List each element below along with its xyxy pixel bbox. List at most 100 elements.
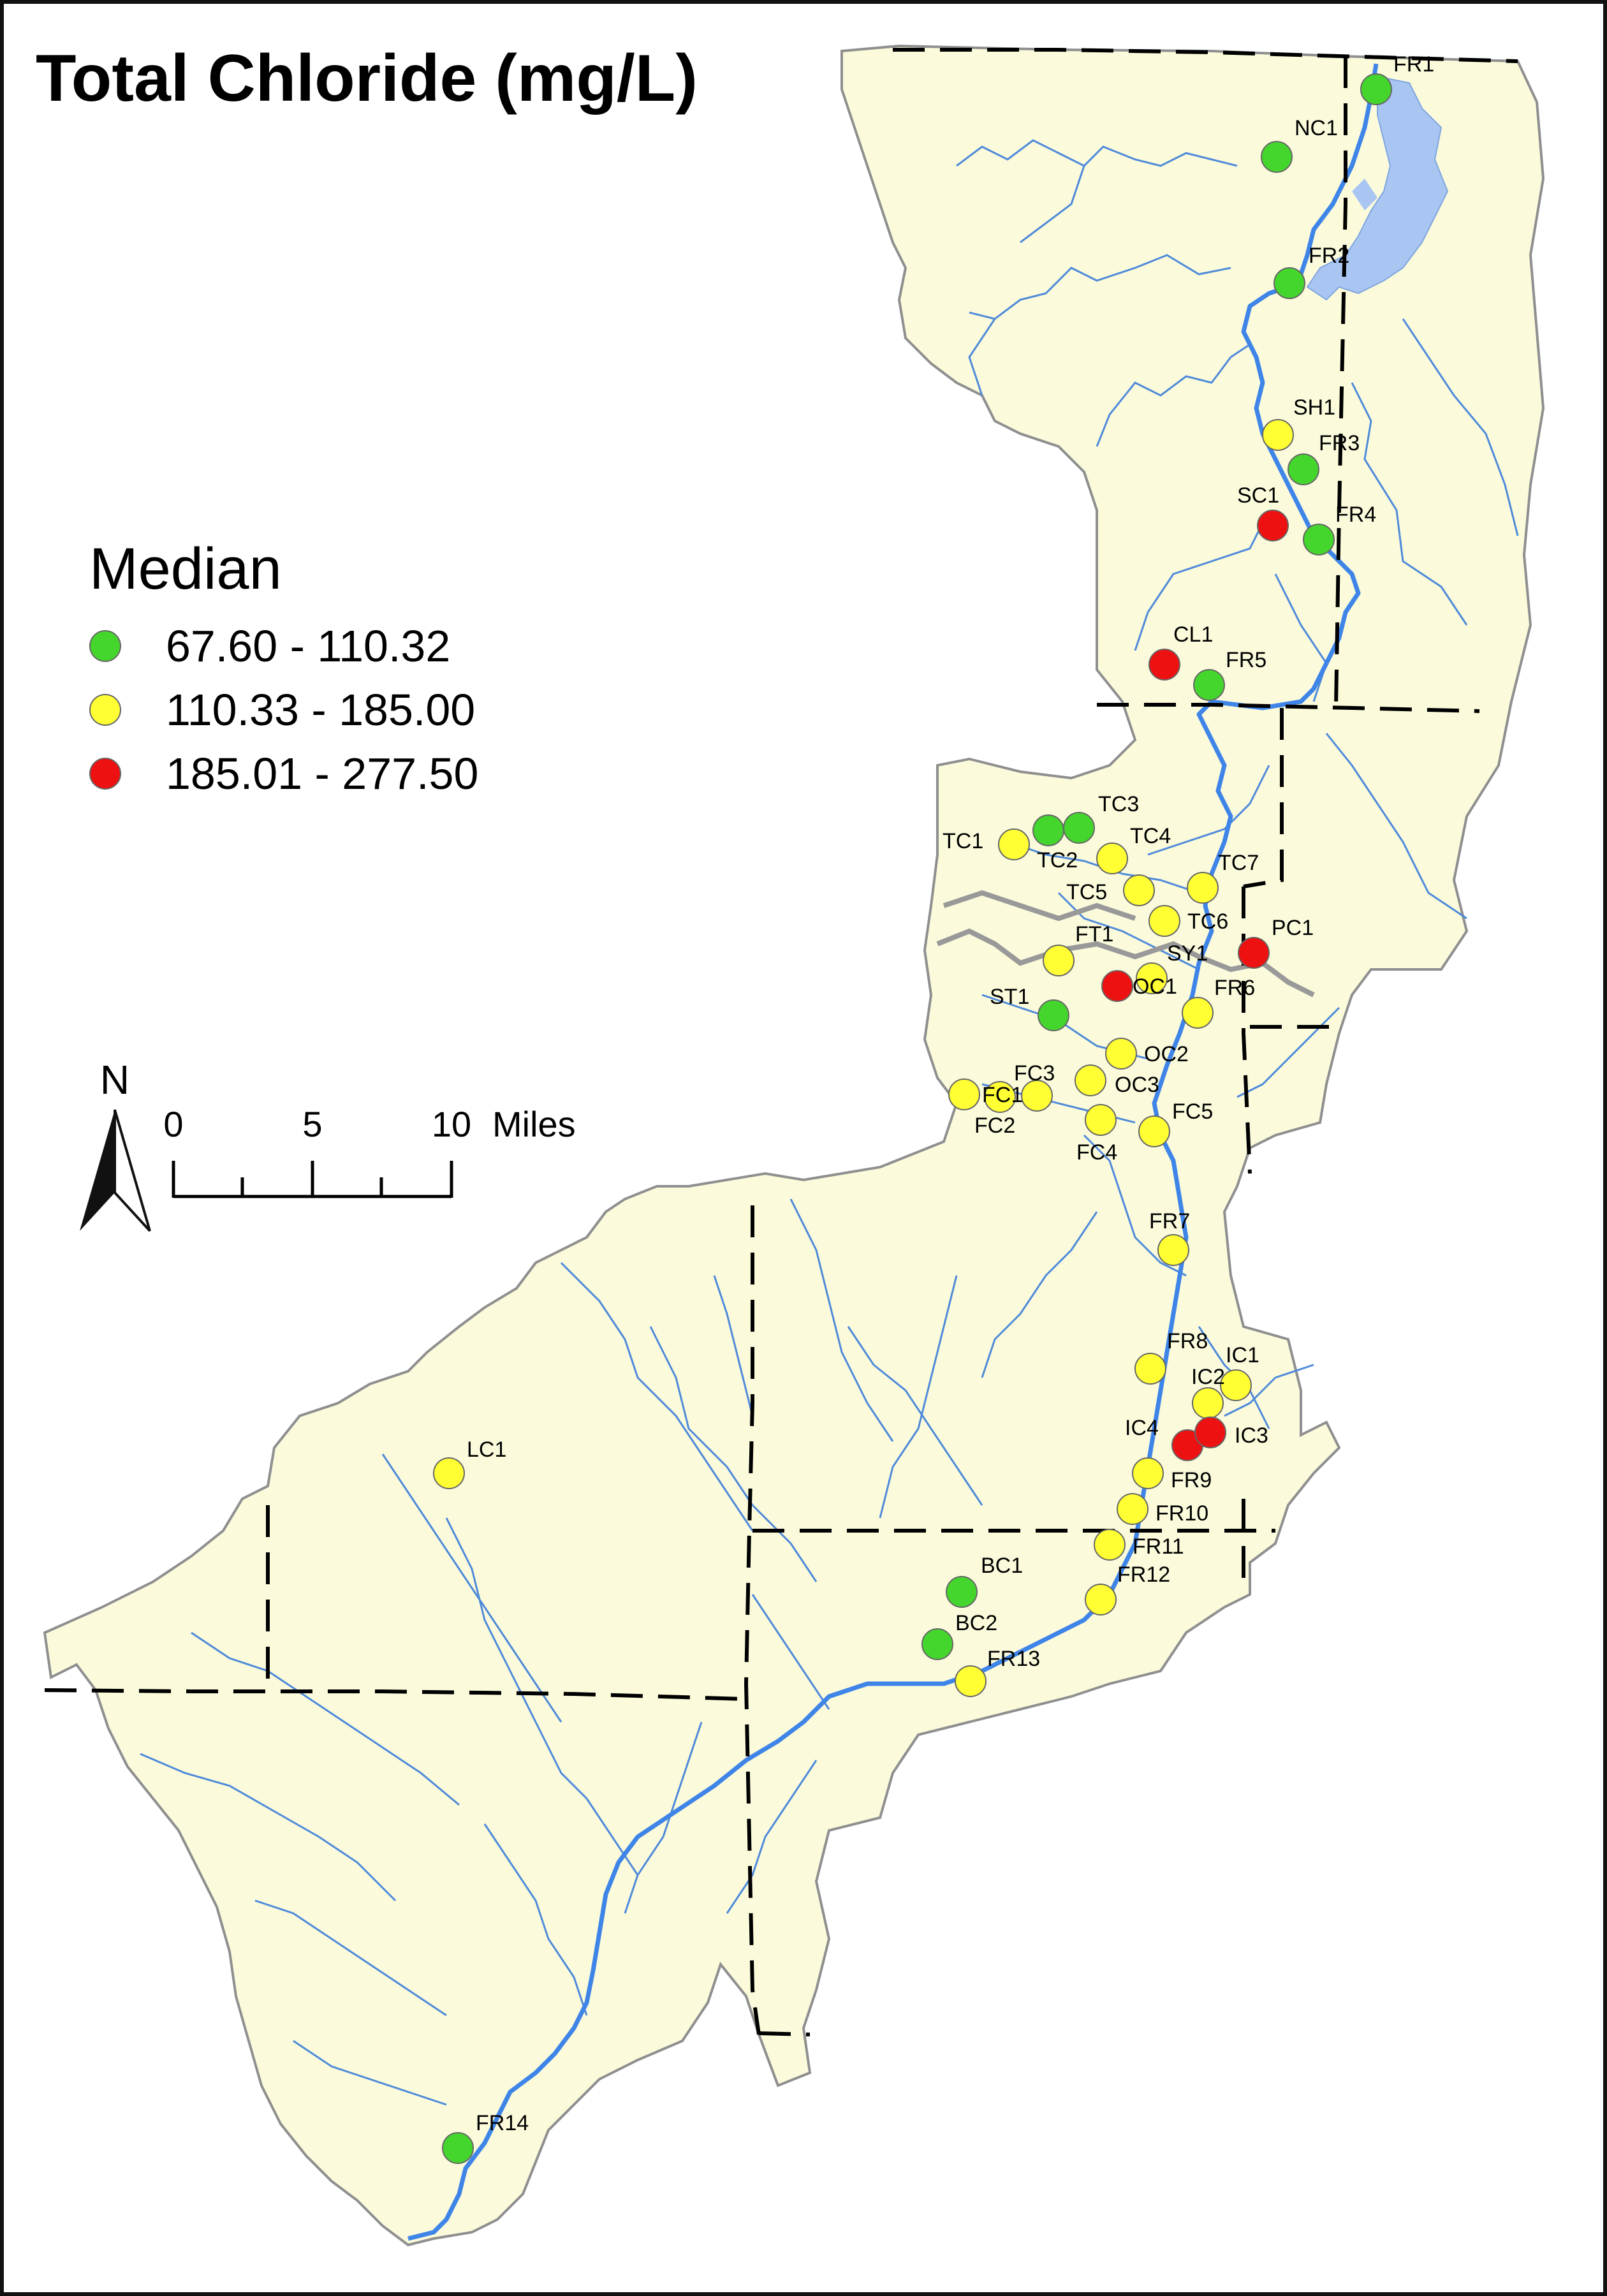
site-marker-tc1	[998, 828, 1030, 860]
site-marker-tc5	[1123, 874, 1155, 906]
site-label-fc5: FC5	[1172, 1100, 1213, 1124]
site-label-sh1: SH1	[1293, 395, 1335, 420]
site-label-fr6: FR6	[1214, 976, 1255, 1000]
site-marker-tc7	[1187, 872, 1219, 904]
site-marker-cl1	[1148, 649, 1180, 681]
site-marker-pc1	[1238, 937, 1270, 969]
site-marker-bc1	[946, 1576, 978, 1608]
site-marker-fr8	[1134, 1353, 1166, 1385]
site-marker-ic3	[1194, 1417, 1226, 1448]
site-label-fc4: FC4	[1076, 1140, 1117, 1165]
site-label-tc6: TC6	[1187, 909, 1228, 934]
site-marker-fr3	[1288, 453, 1319, 485]
site-marker-fr4	[1303, 524, 1335, 556]
site-label-sy1: SY1	[1167, 941, 1208, 966]
site-label-fr5: FR5	[1226, 648, 1266, 672]
sampling-sites: FR1 NC1 FR2 SH1 FR3 SC1 FR4 CL1 FR5 TC1 TC2 TC3 TC4 T…	[433, 52, 1434, 2164]
site-label-fr10: FR10	[1156, 1501, 1208, 1526]
legend-item: 185.01 - 277.50	[89, 742, 478, 806]
site-marker-sh1	[1262, 419, 1294, 451]
site-label-fr7: FR7	[1149, 1209, 1190, 1233]
site-label-ic3: IC3	[1235, 1424, 1268, 1448]
site-marker-fc3	[1021, 1080, 1053, 1112]
watershed-area	[43, 44, 1545, 2247]
site-label-ic4: IC4	[1125, 1416, 1159, 1440]
map-title: Total Chloride (mg/L)	[36, 41, 698, 115]
site-label-fc3: FC3	[1014, 1061, 1055, 1085]
site-label-fr1: FR1	[1393, 52, 1434, 77]
site-marker-fc4	[1085, 1104, 1117, 1136]
north-arrow-shape	[80, 1110, 115, 1231]
site-marker-tc2	[1032, 814, 1064, 846]
site-marker-tc4	[1096, 843, 1128, 874]
north-arrow-label: N	[100, 1057, 129, 1103]
scale-label-10: 10	[432, 1104, 471, 1144]
site-marker-oc1	[1101, 970, 1133, 1002]
site-marker-bc2	[921, 1628, 953, 1660]
legend-swatch-yellow	[89, 694, 121, 726]
legend-label: 185.01 - 277.50	[166, 749, 479, 798]
lake-small	[1352, 179, 1377, 210]
site-label-fr13: FR13	[987, 1647, 1040, 1671]
legend-label: 67.60 - 110.32	[166, 621, 451, 671]
scale-bar: 0 5 10 Miles	[163, 1104, 576, 1198]
legend-swatch-red	[89, 758, 121, 790]
site-marker-fr5	[1193, 669, 1225, 701]
site-marker-fr9	[1132, 1457, 1164, 1489]
site-marker-fc1	[984, 1081, 1016, 1113]
site-marker-fr11	[1094, 1529, 1126, 1561]
site-marker-lc1	[433, 1457, 465, 1489]
site-label-cl1: CL1	[1173, 622, 1213, 647]
site-label-fc1: FC1	[982, 1083, 1023, 1107]
site-marker-oc2	[1105, 1038, 1137, 1070]
site-label-fr9: FR9	[1171, 1468, 1212, 1492]
site-marker-sc1	[1257, 510, 1289, 541]
site-marker-fr14	[442, 2132, 474, 2164]
legend-label: 110.33 - 185.00	[166, 685, 476, 735]
legend-item: 67.60 - 110.32	[89, 614, 478, 678]
site-label-fr11: FR11	[1133, 1534, 1184, 1559]
streams	[140, 139, 1519, 2106]
site-label-pc1: PC1	[1272, 916, 1314, 940]
site-label-ic1: IC1	[1226, 1343, 1259, 1367]
site-label-ft1: FT1	[1075, 922, 1113, 946]
site-label-fr8: FR8	[1167, 1329, 1208, 1353]
county-boundaries	[44, 48, 1518, 2036]
site-marker-fc2	[948, 1078, 980, 1110]
legend-title: Median	[89, 536, 282, 601]
site-label-bc1: BC1	[981, 1554, 1023, 1578]
lake	[1306, 75, 1449, 301]
site-label-oc3: OC3	[1115, 1073, 1159, 1097]
site-marker-ft1	[1043, 945, 1075, 976]
site-marker-fr6	[1182, 997, 1214, 1029]
site-label-bc2: BC2	[955, 1611, 997, 1635]
site-marker-fc5	[1138, 1115, 1170, 1147]
site-marker-ic1	[1220, 1369, 1252, 1401]
north-arrow: N	[80, 1057, 151, 1232]
site-label-tc1: TC1	[943, 829, 983, 853]
site-label-sc1: SC1	[1237, 483, 1279, 508]
site-marker-fr2	[1273, 267, 1305, 299]
road	[943, 890, 1136, 922]
site-marker-ic2	[1192, 1387, 1224, 1419]
site-label-tc3: TC3	[1098, 792, 1139, 816]
site-marker-sy1	[1136, 962, 1168, 994]
site-marker-tc6	[1148, 905, 1180, 937]
site-label-fr12: FR12	[1117, 1563, 1170, 1587]
site-label-tc2: TC2	[1037, 848, 1078, 872]
site-label-fr2: FR2	[1309, 244, 1349, 268]
scale-label-0: 0	[163, 1104, 183, 1144]
legend: Median 67.60 - 110.32 110.33 - 185.00 18…	[89, 536, 478, 806]
site-label-oc2: OC2	[1144, 1042, 1189, 1066]
site-label-tc7: TC7	[1218, 851, 1259, 875]
scale-label-5: 5	[302, 1104, 322, 1144]
site-label-ic2: IC2	[1191, 1365, 1225, 1389]
site-label-nc1: NC1	[1295, 116, 1338, 140]
site-marker-fr10	[1117, 1493, 1148, 1525]
site-marker-fr12	[1085, 1584, 1117, 1615]
site-label-fr4: FR4	[1335, 503, 1376, 527]
site-label-st1: ST1	[990, 985, 1029, 1009]
site-label-fc2: FC2	[974, 1114, 1015, 1138]
site-label-oc1: OC1	[1133, 975, 1177, 999]
